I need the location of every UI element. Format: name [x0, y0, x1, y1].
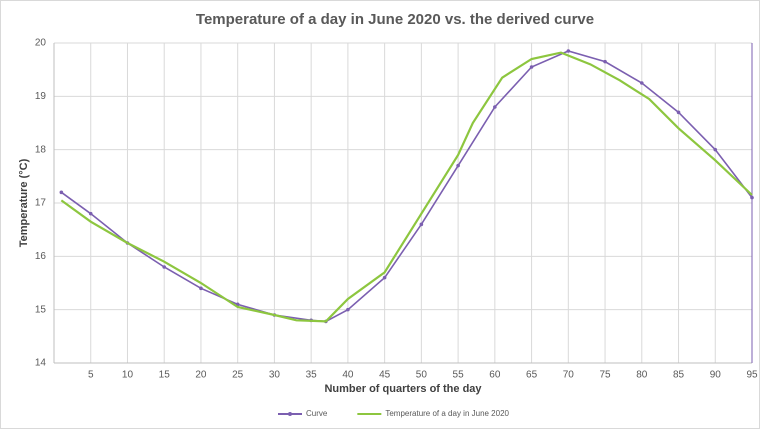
series-marker	[493, 105, 497, 109]
x-tick-label: 55	[453, 370, 465, 381]
series-marker	[456, 163, 460, 168]
series-line	[60, 51, 753, 323]
y-tick-label: 16	[35, 251, 47, 262]
chart-title: Temperature of a day in June 2020 vs. th…	[196, 11, 594, 28]
legend-label: Curve	[306, 409, 328, 418]
y-tick-label: 17	[35, 198, 47, 209]
series-marker	[639, 81, 644, 85]
x-tick-label: 45	[379, 370, 391, 381]
x-tick-label: 85	[673, 370, 685, 381]
x-tick-label: 40	[342, 370, 354, 381]
x-axis-label: Number of quarters of the day	[324, 383, 482, 395]
x-tick-label: 35	[306, 370, 318, 381]
y-tick-label: 15	[35, 304, 47, 315]
series-marker	[529, 65, 534, 69]
x-tick-label: 20	[195, 370, 207, 381]
x-tick-label: 75	[599, 370, 611, 381]
x-tick-label: 60	[489, 370, 501, 381]
x-tick-label: 70	[563, 370, 575, 381]
legend-marker	[288, 412, 292, 416]
x-tick-label: 30	[269, 370, 281, 381]
series-marker	[566, 49, 571, 53]
series-marker	[713, 147, 718, 152]
x-tick-label: 15	[159, 370, 171, 381]
series-marker	[750, 195, 754, 200]
x-tick-label: 50	[416, 370, 428, 381]
y-axis-label: Temperature (°C)	[18, 158, 30, 247]
series-marker	[59, 190, 64, 195]
series-marker	[88, 211, 93, 216]
x-tick-label: 25	[232, 370, 244, 381]
series-marker	[162, 265, 167, 269]
legend-label: Temperature of a day in June 2020	[385, 409, 509, 418]
x-tick-label: 10	[122, 370, 134, 381]
series-marker	[676, 110, 681, 115]
series-marker	[419, 222, 424, 227]
y-tick-label: 20	[35, 38, 47, 49]
x-tick-label: 5	[88, 370, 94, 381]
y-tick-label: 19	[35, 91, 47, 102]
y-tick-label: 18	[35, 144, 47, 155]
series-marker	[199, 286, 203, 291]
x-tick-label: 90	[710, 370, 722, 381]
series-marker	[382, 275, 387, 280]
x-tick-label: 80	[636, 370, 648, 381]
x-tick-label: 95	[746, 370, 758, 381]
series-marker	[603, 59, 607, 64]
x-tick-label: 65	[526, 370, 538, 381]
y-tick-label: 14	[35, 358, 47, 369]
series-marker	[346, 307, 350, 312]
